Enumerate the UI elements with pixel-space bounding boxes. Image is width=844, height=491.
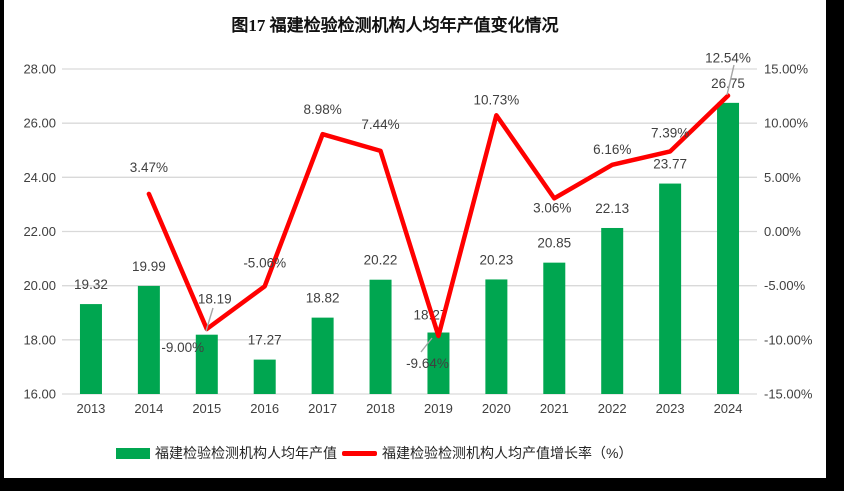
x-axis-label-2013: 2013 bbox=[76, 401, 105, 416]
left-axis-tick-label: 22.00 bbox=[23, 224, 56, 239]
right-axis-tick-label: 5.00% bbox=[764, 170, 801, 185]
x-axis-label-2017: 2017 bbox=[308, 401, 337, 416]
right-axis-tick-label: 10.00% bbox=[764, 116, 809, 131]
x-axis-label-2018: 2018 bbox=[366, 401, 395, 416]
bottom-black-border bbox=[0, 478, 844, 491]
x-axis-label-2015: 2015 bbox=[192, 401, 221, 416]
x-axis-label-2023: 2023 bbox=[656, 401, 685, 416]
bar-2014 bbox=[137, 285, 160, 394]
bar-value-label-2016: 17.27 bbox=[248, 333, 282, 348]
growth-value-label-2016: -5.06% bbox=[243, 255, 286, 270]
growth-value-label-2022: 6.16% bbox=[593, 142, 631, 157]
bar-value-label-2020: 20.23 bbox=[479, 252, 513, 267]
left-axis-tick-label: 26.00 bbox=[23, 116, 56, 131]
growth-value-label-2014: 3.47% bbox=[130, 160, 168, 175]
bar-2013 bbox=[79, 304, 102, 394]
chart-legend: 福建检验检测机构人均年产值 福建检验检测机构人均产值增长率（%） bbox=[116, 443, 637, 463]
bar-value-label-2013: 19.32 bbox=[74, 277, 108, 292]
bar-2015 bbox=[195, 334, 218, 394]
right-axis-tick-label: -5.00% bbox=[764, 278, 806, 293]
bar-value-label-2015: 18.19 bbox=[198, 292, 232, 307]
right-black-border bbox=[826, 0, 844, 491]
growth-value-label-2020: 10.73% bbox=[473, 92, 519, 107]
bar-value-label-2017: 18.82 bbox=[306, 291, 340, 306]
right-axis-tick-label: 0.00% bbox=[764, 224, 801, 239]
bar-series-swatch-icon bbox=[116, 447, 150, 459]
growth-value-label-2024: 12.54% bbox=[705, 51, 751, 66]
legend-label-line-series: 福建检验检测机构人均产值增长率（%） bbox=[382, 445, 633, 461]
x-axis-label-2016: 2016 bbox=[250, 401, 279, 416]
label-leader-line bbox=[726, 64, 735, 96]
right-axis-tick-label: -10.00% bbox=[764, 332, 813, 347]
x-axis-label-2020: 2020 bbox=[482, 401, 511, 416]
bar-value-label-2014: 19.99 bbox=[132, 259, 166, 274]
bar-value-label-2018: 20.22 bbox=[364, 253, 398, 268]
left-axis-tick-label: 18.00 bbox=[23, 332, 56, 347]
growth-value-label-2021: 3.06% bbox=[533, 200, 571, 215]
left-axis-tick-label: 28.00 bbox=[23, 62, 56, 77]
left-axis-tick-label: 24.00 bbox=[23, 170, 56, 185]
label-leader-line bbox=[420, 337, 433, 353]
bar-2020 bbox=[485, 279, 508, 394]
growth-value-label-2017: 8.98% bbox=[303, 102, 341, 117]
bar-2022 bbox=[601, 227, 624, 394]
left-black-border bbox=[0, 0, 4, 491]
x-axis-label-2019: 2019 bbox=[424, 401, 453, 416]
bar-value-label-2024: 26.75 bbox=[711, 76, 745, 91]
x-axis-label-2021: 2021 bbox=[540, 401, 569, 416]
chart-title: 图17 福建检验检测机构人均年产值变化情况 bbox=[231, 16, 559, 35]
bar-2019 bbox=[427, 332, 450, 394]
legend-item-bar-series: 福建检验检测机构人均年产值 bbox=[116, 443, 337, 463]
right-axis-tick-label: 15.00% bbox=[764, 62, 809, 77]
bar-2023 bbox=[659, 183, 682, 394]
legend-label-bar-series: 福建检验检测机构人均年产值 bbox=[155, 445, 337, 461]
label-leader-line bbox=[205, 307, 214, 332]
bar-2021 bbox=[543, 262, 566, 394]
growth-rate-line bbox=[146, 93, 731, 339]
bar-value-label-2022: 22.13 bbox=[595, 201, 629, 216]
bar-2016 bbox=[253, 359, 276, 394]
left-axis-tick-label: 20.00 bbox=[23, 278, 56, 293]
growth-value-label-2018: 7.44% bbox=[361, 117, 399, 132]
bar-2017 bbox=[311, 317, 334, 394]
bar-value-label-2023: 23.77 bbox=[653, 157, 687, 172]
growth-value-label-2023: 7.39% bbox=[651, 125, 689, 140]
growth-value-label-2015: -9.00% bbox=[161, 340, 204, 355]
line-series-swatch-icon bbox=[342, 450, 377, 456]
right-axis-tick-label: -15.00% bbox=[764, 387, 813, 402]
legend-item-line-series: 福建检验检测机构人均产值增长率（%） bbox=[342, 443, 632, 463]
x-axis-label-2022: 2022 bbox=[598, 401, 627, 416]
bar-value-label-2021: 20.85 bbox=[537, 236, 571, 251]
bar-2024 bbox=[717, 102, 740, 395]
x-axis-label-2024: 2024 bbox=[714, 401, 743, 416]
bar-2018 bbox=[369, 279, 392, 394]
x-axis-label-2014: 2014 bbox=[134, 401, 163, 416]
growth-value-label-2019: -9.64% bbox=[406, 356, 449, 371]
left-axis-tick-label: 16.00 bbox=[23, 387, 56, 402]
